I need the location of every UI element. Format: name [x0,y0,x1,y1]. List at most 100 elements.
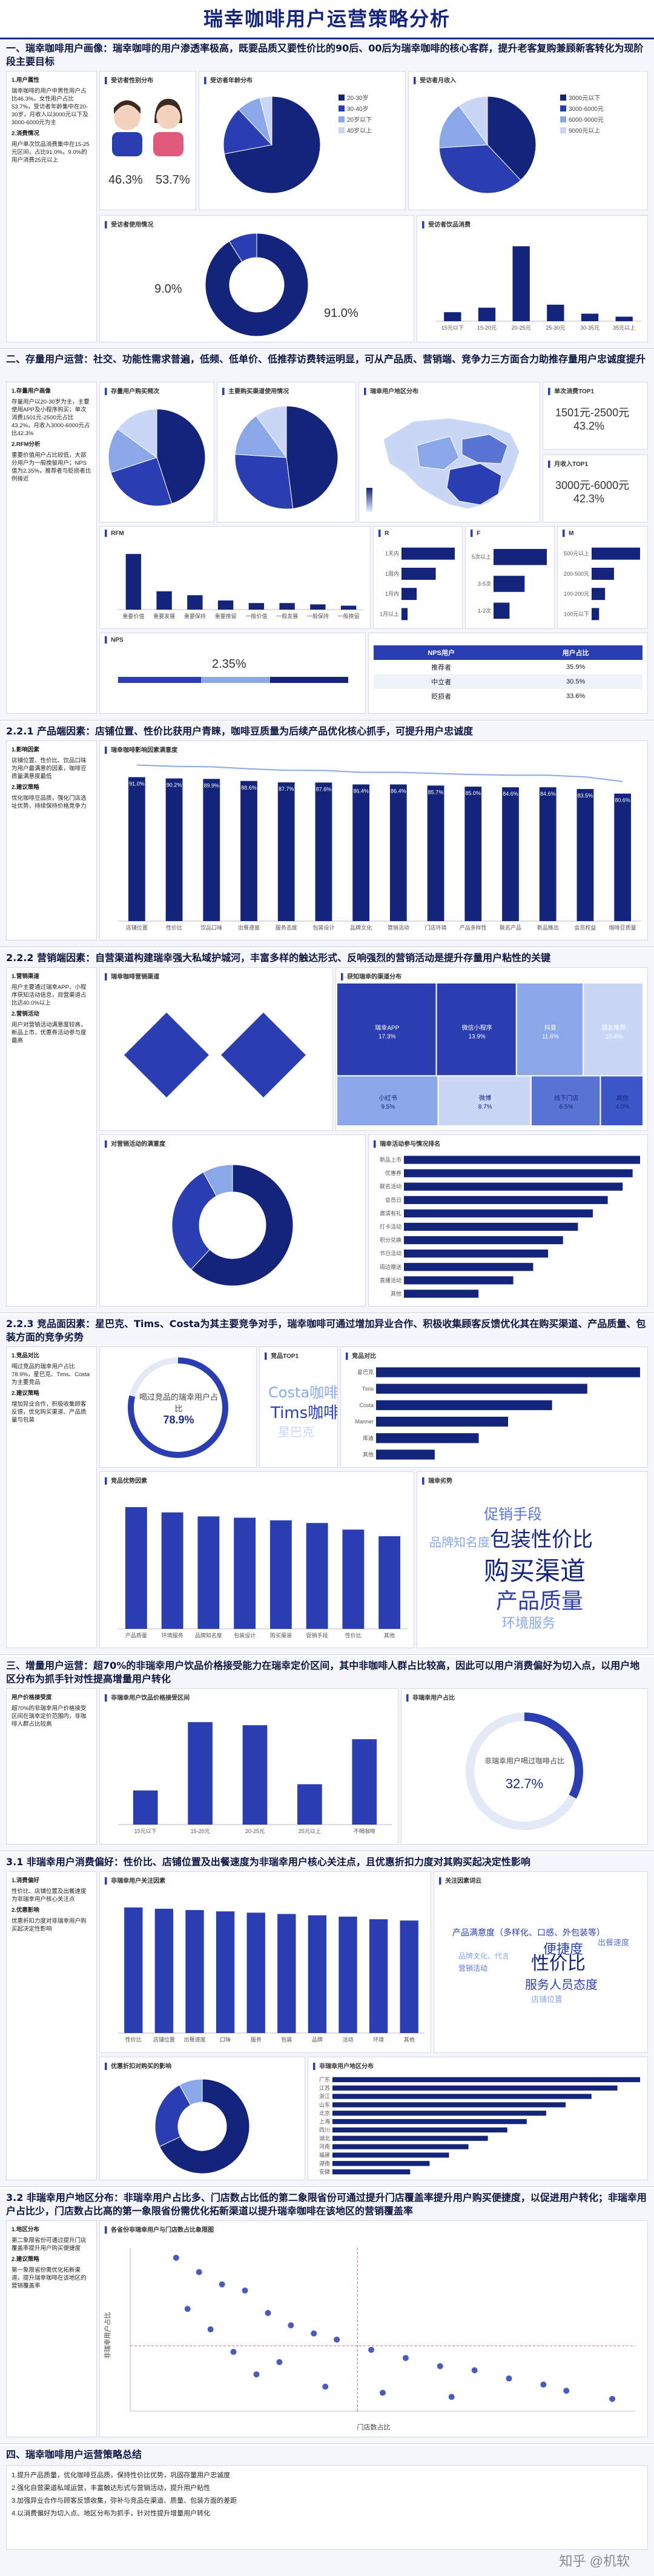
section-rival: 2.2.3 竞品面因素：星巴克、Tims、Costa为其主要竞争对手，瑞幸咖啡可… [0,1315,654,1655]
bar [339,1916,357,2033]
section-heading: 3.1 非瑞幸用户消费偏好：性价比、店铺位置及出餐速度为非瑞幸用户核心关注点，且… [6,1856,530,1868]
bar [404,1263,533,1271]
tick-label: 积分兑换 [380,1237,401,1243]
bar [592,547,640,560]
scatter-point [219,2281,225,2288]
scatter-point [173,2254,179,2261]
tick-label: 直播活动 [380,1277,401,1283]
bar [332,2118,527,2125]
tick-label: 5次以上 [472,553,491,560]
pie-slice [179,2078,203,2106]
pie-slice [234,415,288,458]
tick-label: 1-2次 [478,607,491,614]
prod-panel: 瑞幸咖啡影响因素满意度 91.0%店铺位置90.2%性价比89.9%饮品口味88… [99,741,648,940]
scatter-point [437,2363,443,2369]
tick-label: 其他 [391,1290,401,1297]
treemap-cell [337,983,436,1076]
table-row: 贬损者 33.6% [431,693,586,701]
bar [404,1290,479,1298]
tick-label: 15元以下 [441,325,464,331]
treemap-value: 8.7% [478,1104,492,1111]
tick-label: 环境服务 [162,1632,183,1639]
tick-label: 优惠券 [385,1170,401,1176]
bar [615,316,633,321]
section-persona: 一、瑞幸咖啡用户画像：瑞幸咖啡的用户渗透率极高，既要品质又要性价比的90后、00… [0,39,654,349]
rival-ring-panel: 喝过竞品的瑞幸用户占比 78.9% [99,1346,257,1468]
new-ratio-panel: 非瑞幸用户占比 非瑞幸用户喝过咖啡占比 32.7% [401,1688,648,1845]
new-ratio-label: 非瑞幸用户喝过咖啡占比 [484,1757,564,1765]
tick-label: Manner [355,1419,374,1425]
scatter-point [322,2383,329,2390]
tick-label: 新品推出 [537,924,559,931]
word: 营销活动 [458,1964,488,1972]
bar [279,603,295,610]
note-rival: 1.竞品对比 喝过竞品的瑞幸用户占比78.9%，星巴克、Tims、Costa为主… [6,1346,97,1648]
tick-label: 咖啡豆质量 [609,924,636,931]
bar [539,787,557,921]
tick-label: 包装设计 [234,1632,256,1639]
tick-label: 出餐速度 [238,924,260,931]
note-stock: 1.存量用户画像 存量用户以20-30岁为主，主要使用APP及小程序购买；单次消… [6,382,97,714]
page-title: 瑞幸咖啡用户运营策略分析 [0,0,654,39]
bar [376,1383,587,1394]
income-panel: 受访者月收入 3000元以下3000-6000元6000-9000元9000元以… [408,71,648,210]
treemap-value: 6.5% [560,1104,573,1111]
scatter-point [448,2394,455,2400]
tick-label: 口味 [220,2036,231,2043]
scatter-point [334,2336,340,2343]
bar [332,2077,640,2083]
scatter-point [506,2375,512,2381]
word: 店铺位置 [531,1995,563,2005]
rfm-bar-chart: 重要价值 重要发展 重要保持 重要挽留 一般价值 一般发展 一般保持 一般挽留 [118,554,364,619]
bar [592,567,614,580]
bar [156,591,172,610]
map-panel: 瑞幸用户地区分布 [358,382,540,522]
section-product: 2.2.1 产品端因素：店铺位置、性价比获用户青睐，咖啡豆质量为后续产品优化核心… [0,722,654,947]
tick-label: 不喝咖啡 [354,1828,375,1834]
nps-table: NPS用户 用户占比 推荐者 35.9% 中立者 30.5% 贬损者 33.6% [374,645,642,704]
word: 品牌知名度 [429,1535,490,1549]
tick-label: 重要价值 [122,613,144,619]
bar [124,1907,143,2033]
tick-label: 25元以上 [299,1828,321,1834]
bar [185,1910,204,2033]
word: 产品满意度（多样化、口感、外包装等） [452,1928,605,1938]
bar [332,2085,618,2091]
scatter-point [368,2346,375,2353]
pie-slice [223,96,321,194]
section-heading: 二、存量用户运营：社交、功能性需求普遍，低频、低单价、低推荐访费转运明显，可从产… [6,353,646,365]
legend-swatch [339,95,345,101]
legend-label: 30-40岁 [347,105,369,113]
scatter-point [563,2388,570,2394]
tick-label: 重要保持 [184,613,206,619]
word: 品牌文化、代言 [458,1952,510,1960]
section-heading: 2.2.2 营销端因素：自营渠道构建瑞幸强大私域护城河，丰富多样的触达形式、反响… [6,952,551,964]
tick-label: 一般保持 [307,613,329,619]
nps-value: 2.35% [212,657,246,671]
section-pref: 3.1 非瑞幸用户消费偏好：性价比、店铺位置及出餐速度为非瑞幸用户核心关注点，且… [0,1853,654,2187]
freq-pie-chart [108,408,206,507]
bar [165,778,183,921]
tick-label: 湖南 [319,2160,330,2166]
bar [614,793,632,921]
word: 产品质量 [496,1589,584,1614]
treemap-value: 17.3% [378,1034,395,1040]
bar [352,1739,377,1825]
scatter-point [184,2306,191,2312]
bar [154,1908,174,2033]
tick-label: Tims [362,1386,374,1392]
bar [376,1449,435,1460]
bar [464,787,482,921]
tick-label: 店铺位置 [153,2036,175,2043]
watermark: 知乎 @机软 [559,2554,630,2569]
price-range: 1501元-2500元 [555,407,630,419]
bar [404,1169,633,1177]
bar [376,1367,640,1377]
price-pct: 43.2% [573,420,605,432]
bar [592,588,606,601]
bar [332,2152,449,2158]
